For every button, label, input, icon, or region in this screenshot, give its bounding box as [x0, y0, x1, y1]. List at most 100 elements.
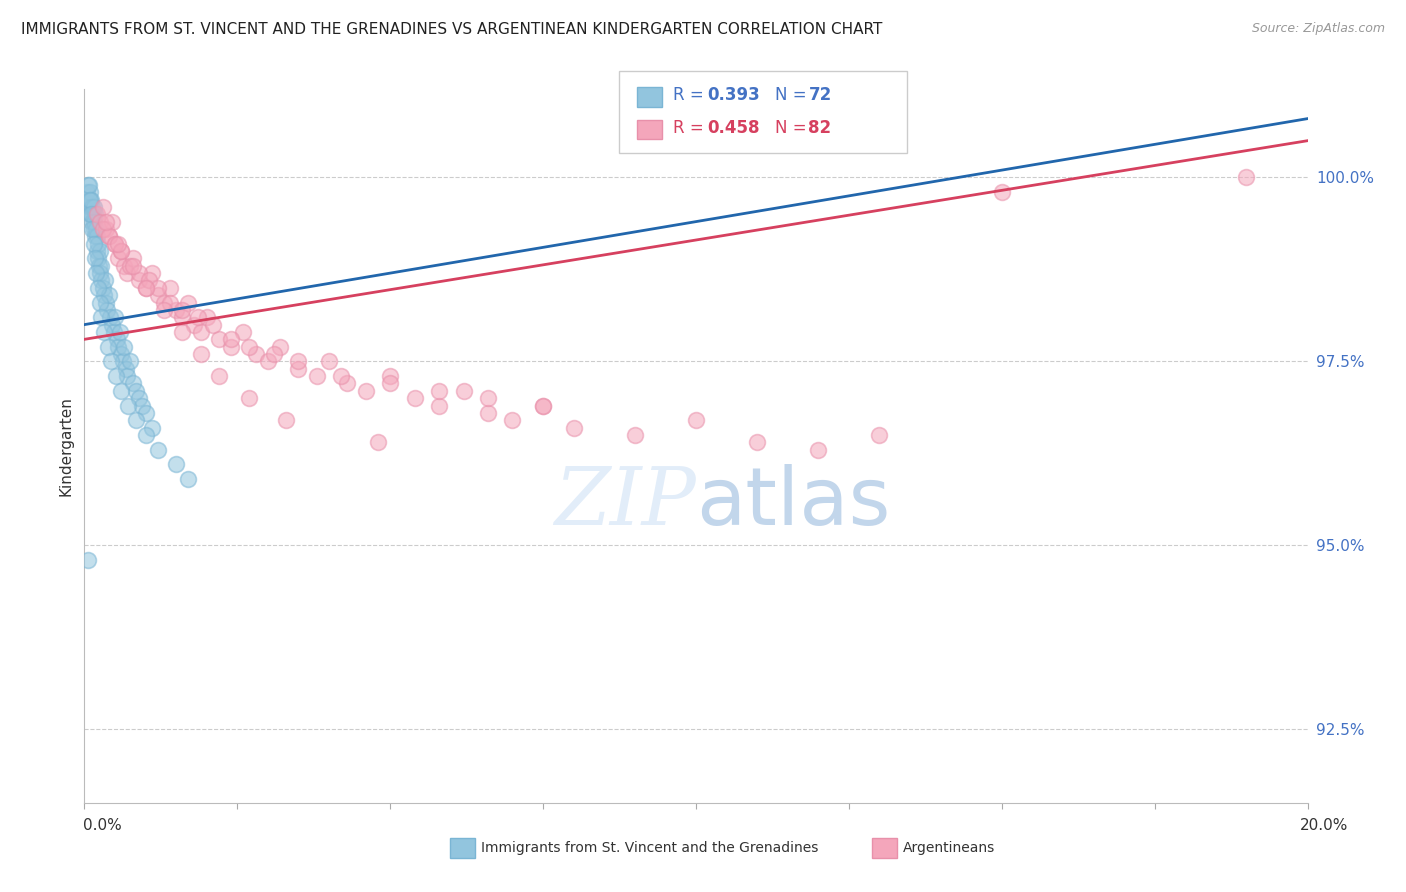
Point: [112, 259, 135, 273]
Point: [122, 376, 145, 391]
Point: [79, 200, 101, 214]
Point: [97, 229, 120, 244]
Point: [79, 207, 101, 221]
Point: [84, 222, 107, 236]
Point: [269, 340, 291, 354]
Point: [146, 442, 169, 457]
Point: [87, 259, 110, 273]
Point: [287, 361, 309, 376]
Point: [153, 302, 176, 317]
Point: [276, 413, 298, 427]
Text: R =: R =: [673, 119, 710, 136]
Point: [562, 420, 585, 434]
Point: [159, 281, 181, 295]
Point: [120, 354, 142, 368]
Point: [172, 325, 194, 339]
Point: [869, 428, 891, 442]
Text: N =: N =: [775, 87, 811, 104]
Point: [238, 391, 260, 405]
Y-axis label: Kindergarten: Kindergarten: [58, 396, 73, 496]
Point: [89, 266, 111, 280]
Point: [502, 413, 524, 427]
Point: [90, 273, 112, 287]
Point: [404, 391, 426, 405]
Point: [165, 458, 187, 472]
Point: [105, 369, 128, 384]
Point: [219, 340, 242, 354]
Text: atlas: atlas: [696, 464, 890, 542]
Point: [77, 178, 100, 192]
Text: Immigrants from St. Vincent and the Grenadines: Immigrants from St. Vincent and the Gren…: [481, 841, 818, 855]
Point: [86, 207, 108, 221]
Point: [219, 332, 242, 346]
Point: [190, 347, 212, 361]
Point: [232, 325, 254, 339]
Point: [201, 318, 224, 332]
Point: [79, 185, 101, 199]
Point: [115, 361, 138, 376]
Point: [305, 369, 328, 384]
Point: [135, 428, 157, 442]
Point: [257, 354, 280, 368]
Point: [427, 399, 450, 413]
Point: [84, 207, 107, 221]
Text: 0.0%: 0.0%: [83, 818, 122, 832]
Point: [183, 318, 205, 332]
Point: [80, 207, 103, 221]
Point: [80, 200, 103, 214]
Point: [380, 376, 402, 391]
Point: [82, 207, 104, 221]
Point: [84, 266, 107, 280]
Point: [107, 236, 129, 251]
Point: [531, 399, 554, 413]
Point: [208, 369, 231, 384]
Point: [111, 354, 134, 368]
Point: [195, 310, 218, 325]
Point: [97, 288, 120, 302]
Point: [91, 200, 114, 214]
Point: [141, 420, 163, 434]
Point: [104, 236, 127, 251]
Point: [87, 281, 110, 295]
Point: [141, 266, 163, 280]
Point: [110, 347, 132, 361]
Point: [125, 384, 148, 398]
Point: [100, 354, 122, 368]
Point: [131, 399, 153, 413]
Point: [172, 310, 194, 325]
Point: [153, 295, 176, 310]
Point: [186, 310, 208, 325]
Point: [115, 369, 138, 384]
Point: [146, 288, 169, 302]
Point: [93, 273, 115, 287]
Point: [80, 193, 103, 207]
Point: [87, 236, 110, 251]
Point: [427, 384, 450, 398]
Point: [135, 281, 157, 295]
Point: [83, 200, 105, 214]
Point: [94, 214, 117, 228]
Point: [104, 236, 127, 251]
Point: [263, 347, 285, 361]
Point: [128, 273, 150, 287]
Point: [1236, 170, 1258, 185]
Point: [91, 222, 114, 236]
Point: [83, 214, 105, 228]
Point: [104, 310, 127, 325]
Point: [336, 376, 359, 391]
Point: [107, 252, 129, 266]
Text: 0.393: 0.393: [707, 87, 761, 104]
Point: [330, 369, 353, 384]
Point: [90, 310, 112, 325]
Point: [110, 244, 132, 258]
Point: [103, 325, 125, 339]
Point: [79, 193, 101, 207]
Point: [86, 229, 108, 244]
Point: [177, 472, 200, 486]
Point: [117, 399, 139, 413]
Point: [115, 266, 138, 280]
Point: [83, 222, 105, 236]
Point: [83, 229, 105, 244]
Point: [94, 222, 117, 236]
Point: [354, 384, 377, 398]
